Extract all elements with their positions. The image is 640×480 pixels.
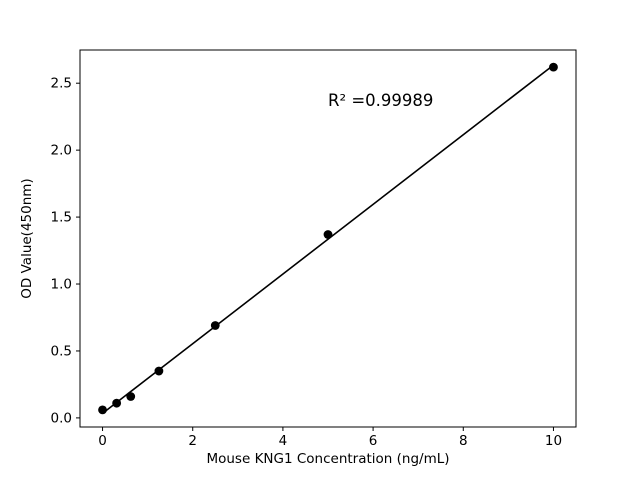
data-point [210,321,220,330]
x-tick-label: 2 [188,433,197,449]
fit-line [102,64,554,414]
data-point [98,405,107,415]
r-squared-annotation: R² =0.99989 [328,91,433,110]
plot-frame [79,49,577,428]
x-tick-label: 4 [279,433,288,449]
data-point [323,230,333,239]
y-tick-label: 1.5 [51,210,72,226]
y-tick-label: 0.5 [51,343,72,359]
data-point [154,366,164,376]
x-tick-label: 10 [545,433,562,449]
y-tick-label: 0.0 [51,410,72,426]
x-tick-label: 6 [369,433,378,449]
plot-area: 0 2 4 6 8 10 0.0 0.5 1.0 1.5 2.0 2.5 [51,49,577,449]
data-point [126,392,136,401]
y-tick-label: 1.0 [51,277,72,293]
data-point [112,398,122,408]
x-axis-label: Mouse KNG1 Concentration (ng/mL) [206,451,449,467]
data-point [549,62,558,72]
y-tick-label: 2.0 [51,143,72,159]
y-axis-label: OD Value(450nm) [19,178,35,298]
y-tick-label: 2.5 [51,76,72,92]
x-tick-label: 0 [98,433,107,449]
x-tick-label: 8 [459,433,468,449]
